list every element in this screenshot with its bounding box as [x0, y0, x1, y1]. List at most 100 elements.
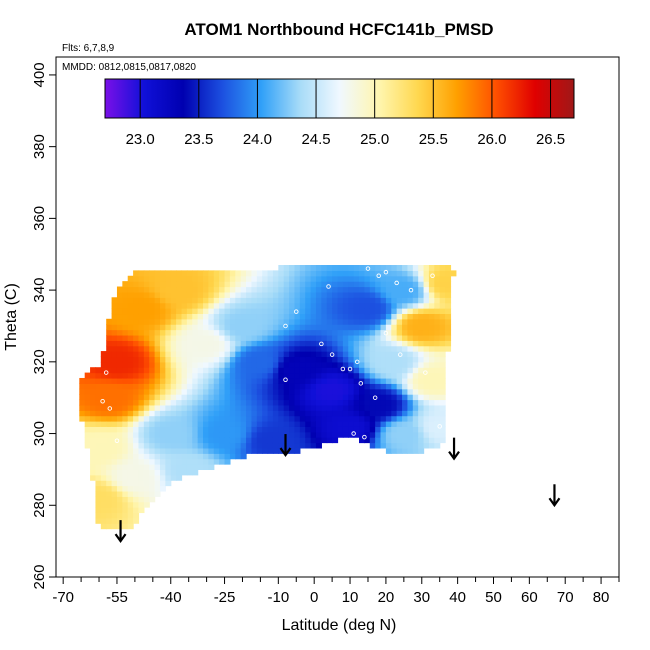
- heatmap-cell: [283, 421, 290, 427]
- heatmap-cell: [289, 431, 296, 438]
- heatmap-cell: [203, 453, 210, 460]
- heatmap-cell: [396, 447, 403, 454]
- heatmap-cell: [229, 275, 236, 282]
- heatmap-cell: [418, 302, 425, 309]
- heatmap-cell: [127, 421, 134, 427]
- heatmap-cell: [100, 512, 107, 519]
- heatmap-cell: [192, 447, 199, 454]
- y-tick-label: 400: [31, 62, 48, 87]
- heatmap-cell: [396, 372, 403, 379]
- heatmap-cell: [256, 334, 263, 341]
- heatmap-cell: [348, 286, 355, 293]
- heatmap-cell: [165, 281, 172, 288]
- heatmap-cell: [170, 297, 177, 304]
- heatmap-cell: [310, 356, 317, 363]
- heatmap-cell: [100, 485, 107, 492]
- heatmap-cell: [106, 383, 113, 390]
- heatmap-cell: [197, 437, 204, 444]
- heatmap-cell: [289, 275, 296, 282]
- heatmap-cell: [278, 324, 285, 331]
- heatmap-cell: [106, 512, 113, 519]
- heatmap-cell: [122, 404, 129, 411]
- heatmap-cell: [364, 340, 371, 347]
- sample-point: [340, 438, 346, 443]
- heatmap-cell: [95, 512, 102, 519]
- heatmap-cell: [186, 270, 193, 277]
- heatmap-cell: [192, 388, 199, 395]
- heatmap-cell: [380, 399, 387, 406]
- heatmap-cell: [116, 318, 123, 325]
- heatmap-cell: [321, 281, 328, 288]
- heatmap-cell: [219, 404, 226, 411]
- heatmap-cell: [176, 372, 183, 379]
- heatmap-cell: [369, 410, 376, 417]
- heatmap-cell: [133, 404, 140, 411]
- heatmap-cell: [278, 334, 285, 341]
- heatmap-cell: [251, 318, 258, 325]
- heatmap-cell: [278, 313, 285, 320]
- heatmap-cell: [95, 377, 102, 384]
- heatmap-cell: [310, 367, 317, 374]
- heatmap-cell: [299, 286, 306, 293]
- heatmap-cell: [213, 415, 220, 422]
- heatmap-cell: [407, 297, 414, 304]
- heatmap-cell: [181, 410, 188, 417]
- heatmap-cell: [272, 302, 279, 309]
- heatmap-cell: [428, 404, 435, 411]
- heatmap-cell: [407, 265, 414, 271]
- heatmap-cell: [240, 442, 247, 449]
- heatmap-cell: [305, 281, 312, 288]
- heatmap-cell: [224, 361, 231, 368]
- heatmap-cell: [321, 399, 328, 406]
- heatmap-cell: [423, 399, 430, 406]
- heatmap-cell: [326, 372, 333, 379]
- heatmap-cell: [402, 442, 409, 449]
- heatmap-cell: [154, 383, 161, 390]
- heatmap-cell: [321, 302, 328, 309]
- heatmap-cell: [267, 421, 274, 427]
- heatmap-cell: [159, 480, 166, 487]
- heatmap-cell: [359, 302, 365, 309]
- heatmap-cell: [348, 329, 355, 336]
- heatmap-cell: [186, 297, 193, 304]
- heatmap-cell: [133, 318, 140, 325]
- heatmap-cell: [283, 286, 290, 293]
- heatmap-cell: [251, 340, 258, 347]
- heatmap-cell: [100, 377, 107, 384]
- heatmap-cell: [434, 291, 441, 298]
- heatmap-cell: [197, 453, 204, 460]
- heatmap-cell: [213, 442, 220, 449]
- heatmap-cell: [332, 404, 339, 411]
- sample-point: [358, 381, 364, 386]
- heatmap-cell: [380, 318, 387, 325]
- heatmap-cell: [380, 270, 387, 277]
- heatmap-cell: [267, 356, 274, 363]
- heatmap-cell: [246, 437, 253, 444]
- heatmap-cell: [278, 410, 285, 417]
- heatmap-cell: [310, 377, 317, 384]
- heatmap-cell: [224, 410, 231, 417]
- heatmap-cell: [213, 447, 220, 454]
- heatmap-cell: [428, 394, 435, 401]
- heatmap-cell: [192, 329, 199, 336]
- heatmap-cell: [181, 377, 188, 384]
- heatmap-cell: [251, 372, 258, 379]
- heatmap-cell: [127, 490, 134, 497]
- heatmap-cell: [116, 394, 123, 401]
- heatmap-cell: [203, 351, 210, 358]
- heatmap-cell: [229, 313, 236, 320]
- heatmap-cell: [326, 318, 333, 325]
- y-tick-label: 320: [31, 349, 48, 374]
- heatmap-cell: [106, 340, 113, 347]
- heatmap-cell: [385, 318, 392, 325]
- heatmap-cell: [219, 356, 226, 363]
- heatmap-cell: [149, 334, 156, 341]
- chart-title: ATOM1 Northbound HCFC141b_PMSD: [184, 20, 493, 39]
- heatmap-cell: [375, 351, 382, 358]
- heatmap-cell: [321, 340, 328, 347]
- heatmap-cell: [181, 345, 188, 352]
- heatmap-cell: [407, 340, 414, 347]
- heatmap-cell: [127, 469, 134, 476]
- heatmap-cell: [267, 415, 274, 422]
- heatmap-cell: [154, 399, 161, 406]
